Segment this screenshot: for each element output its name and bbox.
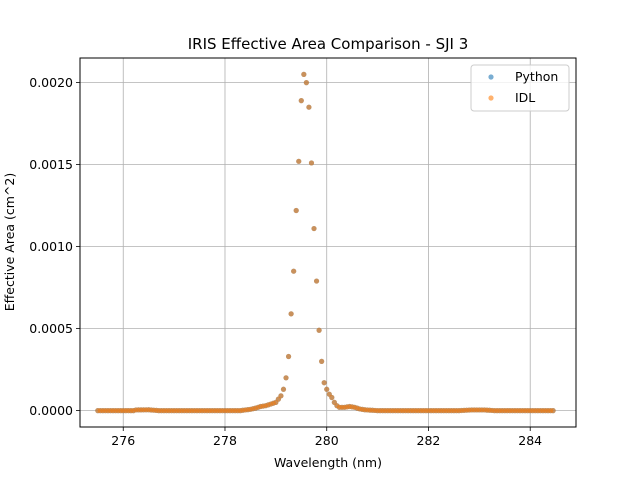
x-tick-label: 282 [417, 433, 441, 448]
x-tick-label: 278 [213, 433, 237, 448]
series-idl [95, 71, 556, 414]
y-tick-label: 0.0000 [29, 403, 73, 418]
x-tick-label: 280 [315, 433, 339, 448]
data-point-idl [303, 80, 309, 86]
data-point-idl [291, 268, 297, 274]
data-point-idl [280, 386, 287, 392]
data-point-idl [324, 386, 330, 392]
data-point-idl [288, 311, 294, 317]
data-point-idl [319, 358, 325, 364]
plot-frame [79, 57, 577, 428]
x-tick-label: 276 [111, 433, 135, 448]
data-point-idl [316, 327, 322, 333]
data-point-idl [301, 71, 307, 77]
data-point-idl [285, 353, 292, 360]
data-point-idl [308, 160, 315, 166]
data-series [95, 71, 556, 414]
data-point-idl [311, 225, 317, 232]
data-point-idl [298, 98, 304, 104]
data-point-idl [296, 158, 302, 164]
data-point-idl [313, 278, 320, 284]
data-point-idl [329, 394, 335, 401]
data-point-idl [278, 393, 284, 399]
legend-label-python: Python [515, 69, 558, 84]
data-point-idl [293, 207, 299, 214]
data-point-idl [283, 375, 289, 381]
x-tick-label: 284 [518, 433, 542, 448]
data-point-idl [321, 380, 327, 386]
axis-ticks: 276 278 280 282 284 0.0000 0.0005 0.0010 0.0015 0… [29, 75, 542, 448]
legend: Python IDL [470, 64, 570, 112]
data-point-idl [550, 408, 556, 414]
y-tick-label: 0.0015 [29, 157, 73, 172]
legend-marker-python [488, 74, 494, 80]
y-tick-label: 0.0020 [29, 75, 73, 90]
data-point-idl [306, 104, 312, 110]
legend-marker-idl [488, 95, 494, 101]
x-axis-label: Wavelength (nm) [274, 455, 382, 470]
y-axis-label: Effective Area (cm^2) [2, 173, 17, 311]
chart-title: IRIS Effective Area Comparison - SJI 3 [188, 35, 469, 53]
legend-label-idl: IDL [515, 90, 535, 105]
legend-box [470, 64, 570, 112]
y-tick-label: 0.0010 [29, 239, 73, 254]
y-tick-label: 0.0005 [29, 321, 73, 336]
